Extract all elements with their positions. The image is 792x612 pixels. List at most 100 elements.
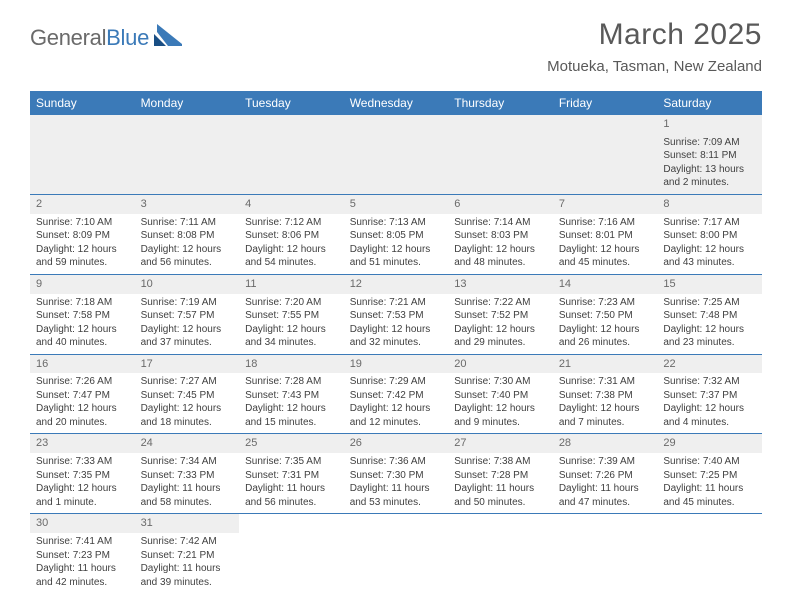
- calendar-cell: 8Sunrise: 7:17 AMSunset: 8:00 PMDaylight…: [657, 194, 762, 274]
- daylight-line: Daylight: 11 hours and 39 minutes.: [141, 562, 234, 589]
- daylight-line: Daylight: 12 hours and 51 minutes.: [350, 243, 443, 270]
- sunset-line: Sunset: 7:53 PM: [350, 309, 443, 323]
- day-number: 17: [135, 355, 240, 374]
- day-number: 19: [344, 355, 449, 374]
- day-number: 6: [448, 195, 553, 214]
- daylight-line: Daylight: 12 hours and 12 minutes.: [350, 402, 443, 429]
- calendar-row: 30 Sunrise: 7:41 AMSunset: 7:23 PM Dayligh…: [30, 514, 762, 593]
- day-number: 13: [448, 275, 553, 294]
- calendar-cell: 30Sunrise: 7:41 AMSunset: 7:23 PMDayligh…: [30, 514, 135, 593]
- sunset-line: Sunset: 8:11 PM: [663, 149, 756, 163]
- calendar-cell: [30, 115, 135, 194]
- daylight-line: Daylight: 12 hours and 1 minute.: [36, 482, 129, 509]
- sunset-line: Sunset: 8:03 PM: [454, 229, 547, 243]
- day-number: 18: [239, 355, 344, 374]
- sunrise-line: Sunrise: 7:31 AM: [559, 375, 652, 389]
- sunrise-line: Sunrise: 7:27 AM: [141, 375, 234, 389]
- calendar-row: 2Sunrise: 7:10 AMSunset: 8:09 PMDaylight…: [30, 194, 762, 274]
- logo: GeneralBlue: [30, 24, 184, 51]
- day-number: 29: [657, 434, 762, 453]
- day-number: 15: [657, 275, 762, 294]
- day-number: 7: [553, 195, 658, 214]
- calendar-cell: 28Sunrise: 7:39 AMSunset: 7:26 PMDayligh…: [553, 434, 658, 514]
- calendar-cell: [657, 514, 762, 593]
- logo-text: GeneralBlue: [30, 25, 149, 51]
- sunset-line: Sunset: 7:48 PM: [663, 309, 756, 323]
- day-number: 30: [30, 514, 135, 533]
- daylight-line: Daylight: 12 hours and 23 minutes.: [663, 323, 756, 350]
- daylight-line: Daylight: 12 hours and 40 minutes.: [36, 323, 129, 350]
- calendar-cell: 12Sunrise: 7:21 AMSunset: 7:53 PMDayligh…: [344, 274, 449, 354]
- daylight-line: Daylight: 12 hours and 29 minutes.: [454, 323, 547, 350]
- daylight-line: Daylight: 11 hours and 53 minutes.: [350, 482, 443, 509]
- daylight-line: Daylight: 11 hours and 58 minutes.: [141, 482, 234, 509]
- day-number: 3: [135, 195, 240, 214]
- sunset-line: Sunset: 8:09 PM: [36, 229, 129, 243]
- calendar-cell: 4Sunrise: 7:12 AMSunset: 8:06 PMDaylight…: [239, 194, 344, 274]
- calendar-cell: [239, 115, 344, 194]
- sunrise-line: Sunrise: 7:18 AM: [36, 296, 129, 310]
- sunrise-line: Sunrise: 7:26 AM: [36, 375, 129, 389]
- day-number: 22: [657, 355, 762, 374]
- sunrise-line: Sunrise: 7:21 AM: [350, 296, 443, 310]
- sunrise-line: Sunrise: 7:11 AM: [141, 216, 234, 230]
- calendar-cell: [344, 115, 449, 194]
- day-number: 8: [657, 195, 762, 214]
- calendar-cell: [448, 514, 553, 593]
- calendar-cell: 1Sunrise: 7:09 AMSunset: 8:11 PMDaylight…: [657, 115, 762, 194]
- calendar-cell: 22Sunrise: 7:32 AMSunset: 7:37 PMDayligh…: [657, 354, 762, 434]
- sunset-line: Sunset: 7:28 PM: [454, 469, 547, 483]
- calendar-row: 1Sunrise: 7:09 AMSunset: 8:11 PMDaylight…: [30, 115, 762, 194]
- calendar-cell: 20Sunrise: 7:30 AMSunset: 7:40 PMDayligh…: [448, 354, 553, 434]
- daylight-line: Daylight: 11 hours and 50 minutes.: [454, 482, 547, 509]
- sunset-line: Sunset: 7:30 PM: [350, 469, 443, 483]
- calendar-cell: 16Sunrise: 7:26 AMSunset: 7:47 PMDayligh…: [30, 354, 135, 434]
- sunset-line: Sunset: 7:58 PM: [36, 309, 129, 323]
- sunset-line: Sunset: 7:23 PM: [36, 549, 129, 563]
- daylight-line: Daylight: 11 hours and 47 minutes.: [559, 482, 652, 509]
- calendar-cell: 21Sunrise: 7:31 AMSunset: 7:38 PMDayligh…: [553, 354, 658, 434]
- sunset-line: Sunset: 7:35 PM: [36, 469, 129, 483]
- daylight-line: Daylight: 12 hours and 18 minutes.: [141, 402, 234, 429]
- calendar-cell: 14Sunrise: 7:23 AMSunset: 7:50 PMDayligh…: [553, 274, 658, 354]
- sunrise-line: Sunrise: 7:09 AM: [663, 136, 756, 150]
- col-friday: Friday: [553, 91, 658, 115]
- sunrise-line: Sunrise: 7:17 AM: [663, 216, 756, 230]
- sunrise-line: Sunrise: 7:41 AM: [36, 535, 129, 549]
- daylight-line: Daylight: 12 hours and 54 minutes.: [245, 243, 338, 270]
- calendar-cell: 17Sunrise: 7:27 AMSunset: 7:45 PMDayligh…: [135, 354, 240, 434]
- weekday-header-row: Sunday Monday Tuesday Wednesday Thursday…: [30, 91, 762, 115]
- sunrise-line: Sunrise: 7:16 AM: [559, 216, 652, 230]
- sunrise-line: Sunrise: 7:34 AM: [141, 455, 234, 469]
- day-number: 25: [239, 434, 344, 453]
- col-monday: Monday: [135, 91, 240, 115]
- calendar-cell: 29Sunrise: 7:40 AMSunset: 7:25 PMDayligh…: [657, 434, 762, 514]
- daylight-line: Daylight: 11 hours and 56 minutes.: [245, 482, 338, 509]
- daylight-line: Daylight: 12 hours and 45 minutes.: [559, 243, 652, 270]
- sunrise-line: Sunrise: 7:19 AM: [141, 296, 234, 310]
- sunset-line: Sunset: 7:50 PM: [559, 309, 652, 323]
- daylight-line: Daylight: 12 hours and 59 minutes.: [36, 243, 129, 270]
- daylight-line: Daylight: 12 hours and 15 minutes.: [245, 402, 338, 429]
- day-number: 12: [344, 275, 449, 294]
- daylight-line: Daylight: 12 hours and 48 minutes.: [454, 243, 547, 270]
- calendar-cell: 3Sunrise: 7:11 AMSunset: 8:08 PMDaylight…: [135, 194, 240, 274]
- daylight-line: Daylight: 13 hours and 2 minutes.: [663, 163, 756, 190]
- col-thursday: Thursday: [448, 91, 553, 115]
- calendar-cell: 15Sunrise: 7:25 AMSunset: 7:48 PMDayligh…: [657, 274, 762, 354]
- calendar-cell: 10Sunrise: 7:19 AMSunset: 7:57 PMDayligh…: [135, 274, 240, 354]
- sunrise-line: Sunrise: 7:30 AM: [454, 375, 547, 389]
- daylight-line: Daylight: 12 hours and 7 minutes.: [559, 402, 652, 429]
- day-number: 24: [135, 434, 240, 453]
- sunset-line: Sunset: 8:06 PM: [245, 229, 338, 243]
- col-sunday: Sunday: [30, 91, 135, 115]
- sunset-line: Sunset: 7:57 PM: [141, 309, 234, 323]
- calendar-cell: 25Sunrise: 7:35 AMSunset: 7:31 PMDayligh…: [239, 434, 344, 514]
- calendar-table: Sunday Monday Tuesday Wednesday Thursday…: [30, 91, 762, 593]
- sunrise-line: Sunrise: 7:35 AM: [245, 455, 338, 469]
- calendar-cell: 9Sunrise: 7:18 AMSunset: 7:58 PMDaylight…: [30, 274, 135, 354]
- calendar-cell: 13Sunrise: 7:22 AMSunset: 7:52 PMDayligh…: [448, 274, 553, 354]
- day-number: 14: [553, 275, 658, 294]
- sunset-line: Sunset: 8:01 PM: [559, 229, 652, 243]
- sunset-line: Sunset: 7:38 PM: [559, 389, 652, 403]
